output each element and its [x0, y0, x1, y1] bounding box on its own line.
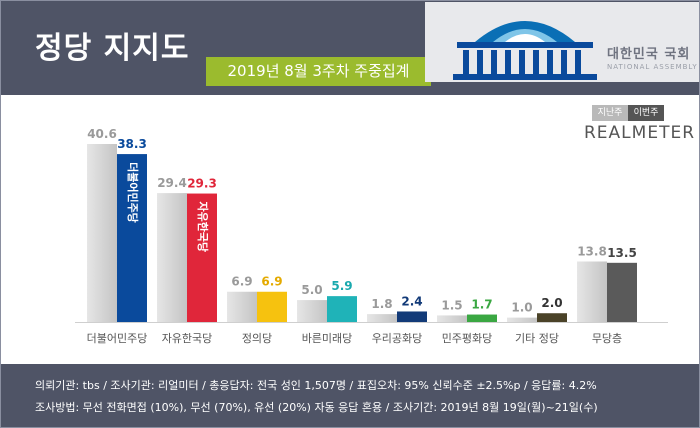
category-label-2: 정의당	[242, 332, 272, 345]
footer-line-2: 조사방법: 무선 전화면접 (10%), 무선 (70%), 유선 (20%) …	[35, 401, 598, 414]
value-label-previous-3: 5.0	[301, 283, 322, 297]
footer-line-1: 의뢰기관: tbs / 조사기관: 리얼미터 / 총응답자: 전국 성인 1,5…	[35, 379, 597, 392]
bar-current-3	[327, 296, 357, 322]
legend-previous-week: 지난주	[592, 105, 628, 121]
value-label-current-1: 29.3	[187, 177, 217, 191]
value-label-previous-1: 29.4	[157, 176, 187, 190]
national-assembly-building-icon	[453, 21, 597, 80]
value-label-current-6: 2.0	[541, 296, 562, 310]
category-label-6: 기타 정당	[515, 332, 559, 345]
value-label-current-3: 5.9	[331, 279, 352, 293]
value-label-previous-7: 13.8	[577, 244, 607, 258]
survey-footer: 의뢰기관: tbs / 조사기관: 리얼미터 / 총응답자: 전국 성인 1,5…	[1, 364, 699, 427]
category-label-7: 무당층	[592, 332, 622, 345]
value-label-current-5: 1.7	[471, 298, 492, 312]
bar-current-5	[467, 314, 497, 322]
value-label-previous-2: 6.9	[231, 275, 252, 289]
bar-current-2	[257, 291, 287, 322]
page-title: 정당 지지도	[35, 31, 190, 66]
value-label-previous-4: 1.8	[371, 297, 392, 311]
bar-previous-6	[507, 317, 537, 322]
value-label-current-4: 2.4	[401, 294, 422, 308]
category-label-4: 우리공화당	[372, 332, 423, 345]
national-assembly-image	[425, 2, 699, 82]
value-label-previous-5: 1.5	[441, 298, 462, 312]
bar-current-4	[397, 311, 427, 322]
bar-current-7	[607, 262, 637, 322]
value-label-current-0: 38.3	[117, 137, 147, 151]
bar-inner-label-0: 더불어민주당	[126, 162, 140, 223]
category-label-1: 자유한국당	[162, 332, 213, 345]
bar-current-6	[537, 313, 567, 322]
bar-current-0	[117, 154, 147, 322]
bar-current-1	[187, 193, 217, 322]
assembly-name-korean: 대한민국 국회	[607, 47, 691, 62]
category-label-3: 바른미래당	[302, 332, 353, 345]
realmeter-logo: REALMETER	[584, 123, 695, 143]
bar-previous-3	[297, 300, 327, 322]
bar-previous-4	[367, 314, 397, 322]
bar-previous-2	[227, 291, 257, 322]
survey-date-label: 2019년 8월 3주차 주중집계	[206, 57, 431, 86]
bar-inner-label-1: 자유한국당	[196, 202, 210, 253]
assembly-name-english: NATIONAL ASSEMBLY	[607, 63, 698, 71]
category-label-0: 더불어민주당	[87, 332, 148, 345]
value-label-current-2: 6.9	[261, 275, 282, 289]
bar-previous-7	[577, 261, 607, 322]
value-label-previous-0: 40.6	[87, 127, 117, 141]
value-label-current-7: 13.5	[607, 246, 637, 260]
category-label-5: 민주평화당	[442, 332, 493, 345]
legend-current-week: 이번주	[628, 105, 664, 121]
bar-previous-0	[87, 144, 117, 322]
header-banner: 정당 지지도 2019년 8월 3주차 주중집계 대한민국 국회 NATIONA…	[1, 1, 699, 95]
bar-previous-5	[437, 315, 467, 322]
value-label-previous-6: 1.0	[511, 301, 532, 315]
bar-previous-1	[157, 193, 187, 322]
